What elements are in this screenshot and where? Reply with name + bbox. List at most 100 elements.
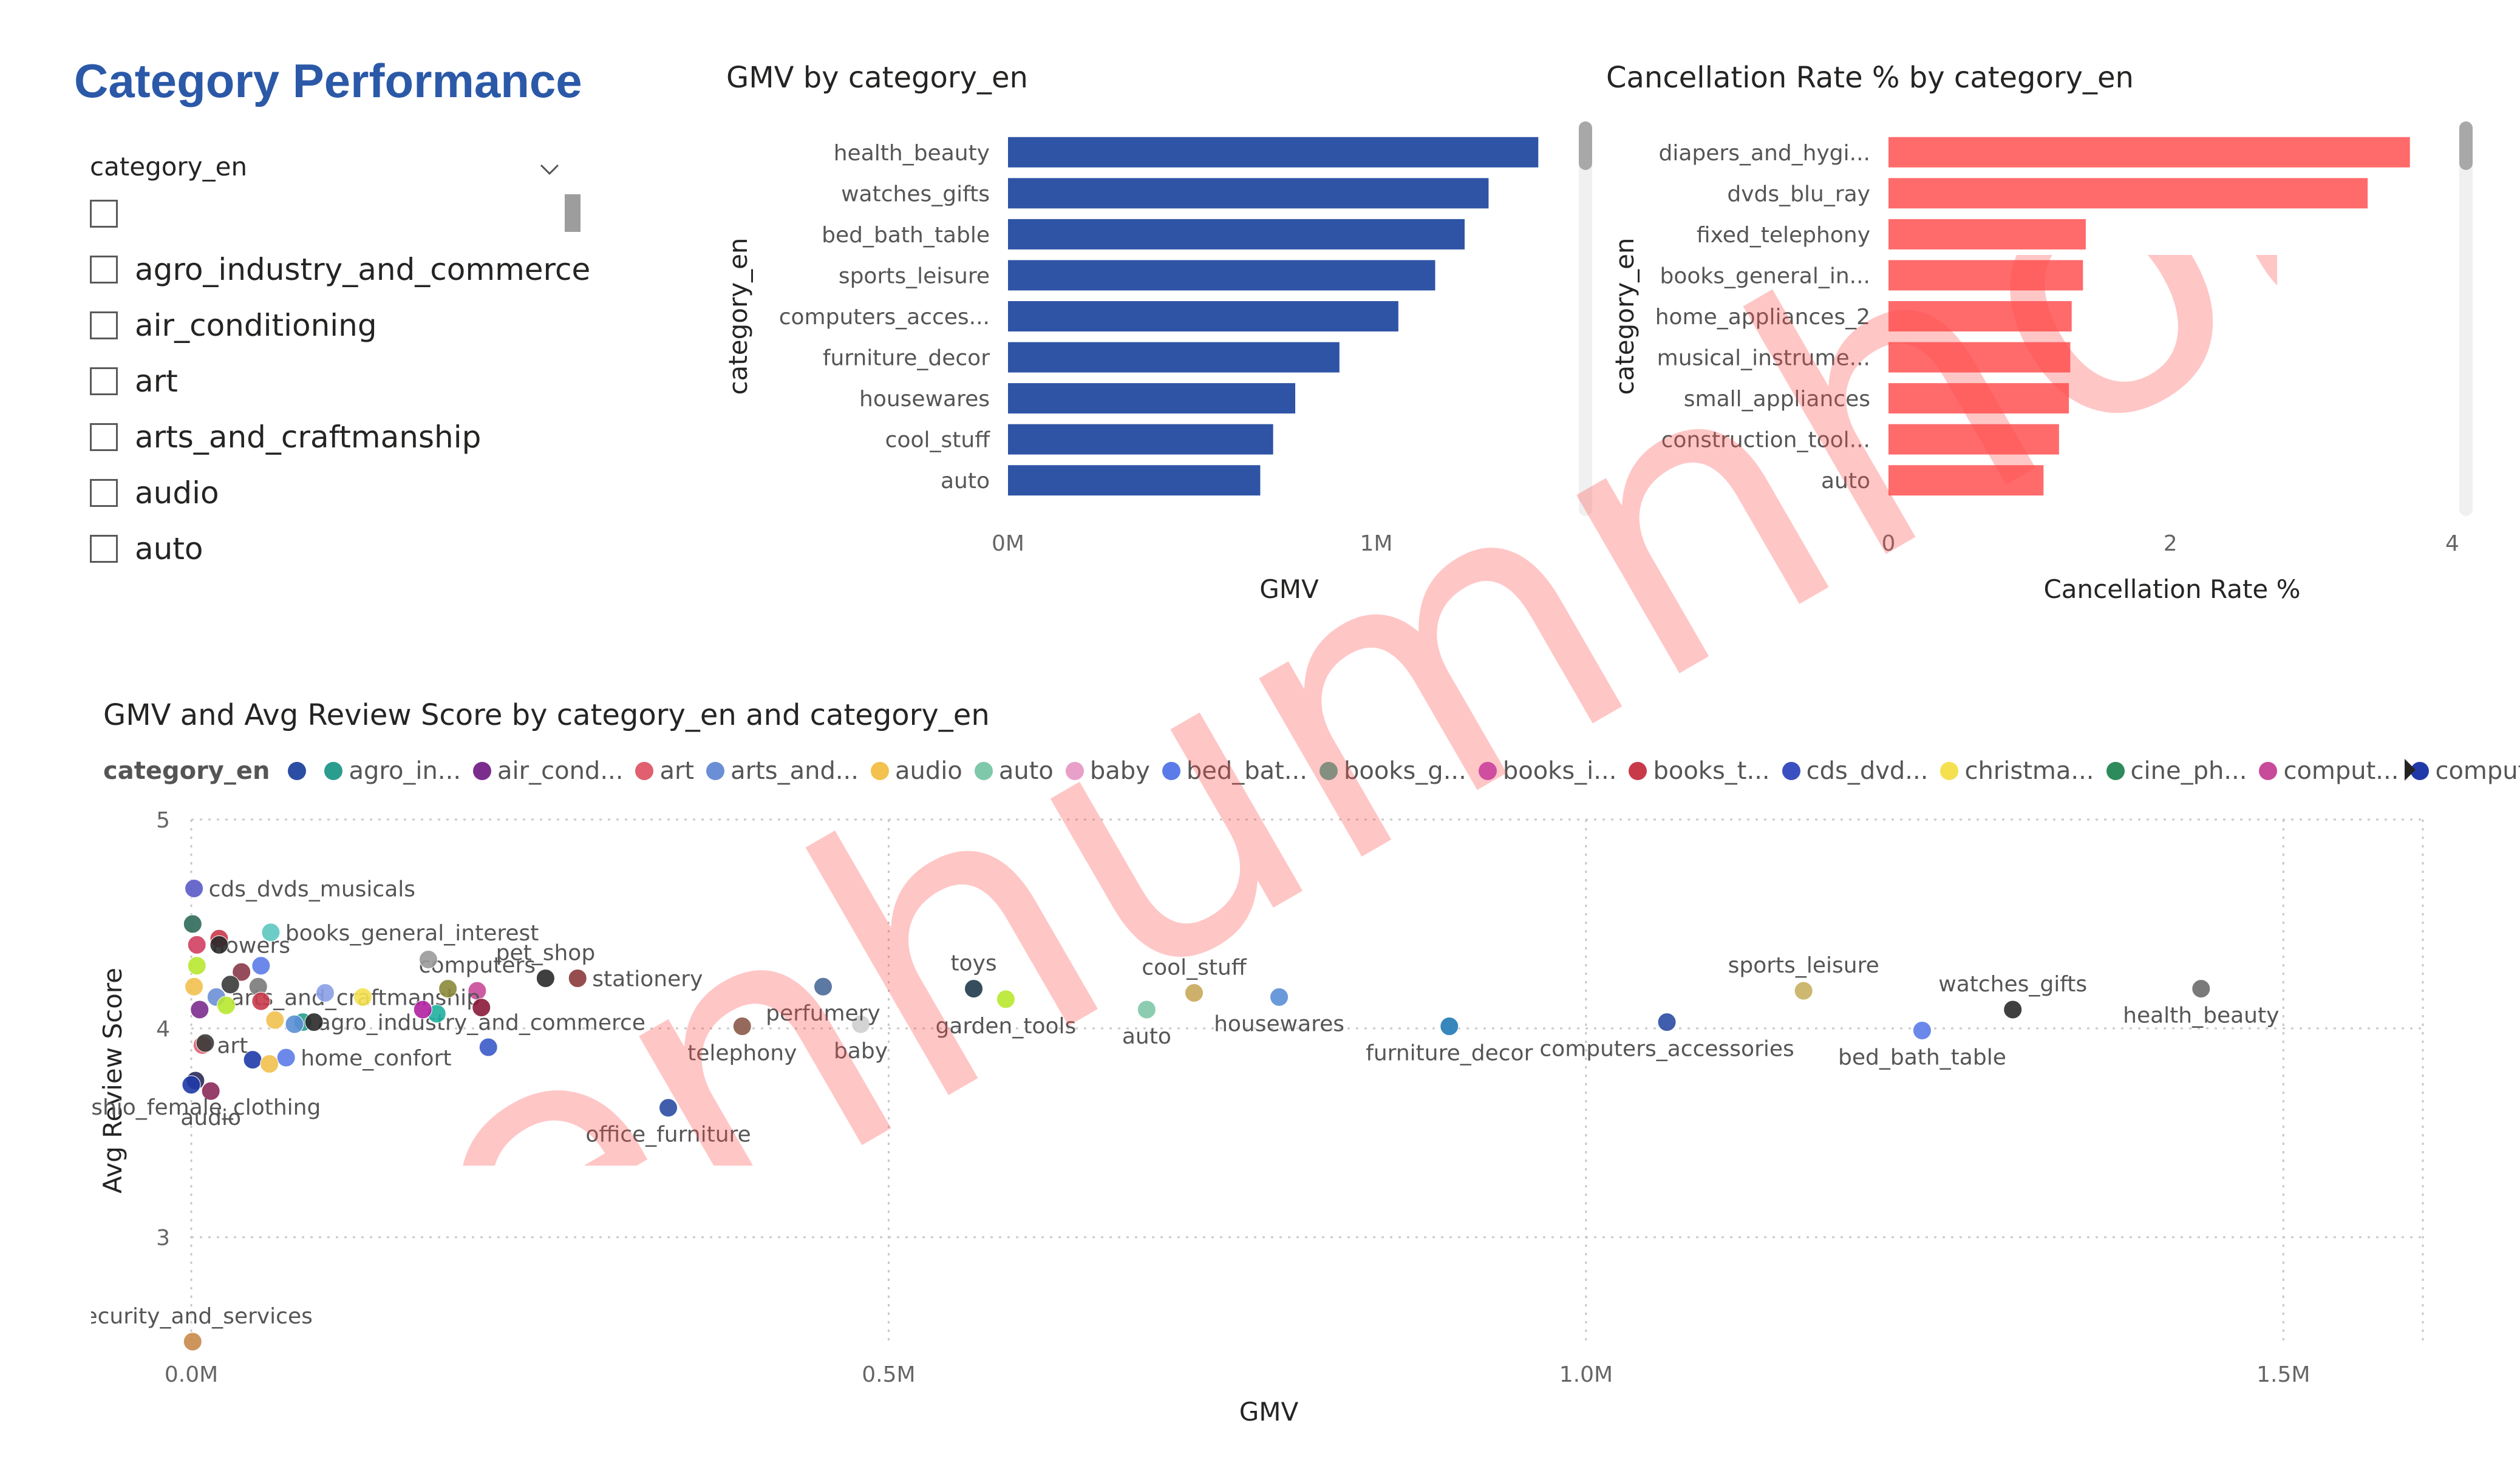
scatter-point[interactable] <box>185 977 204 996</box>
scatter-point[interactable] <box>1137 1000 1156 1019</box>
legend-item[interactable]: books_t... <box>1629 757 1770 785</box>
scatter-point[interactable] <box>413 1000 432 1019</box>
scatter-point[interactable] <box>1270 987 1289 1007</box>
checkbox[interactable] <box>90 200 118 228</box>
bar[interactable] <box>1888 301 2072 331</box>
bar[interactable] <box>1888 342 2071 373</box>
chevron-down-icon[interactable] <box>537 158 562 182</box>
scrollbar-track[interactable] <box>1579 121 1592 516</box>
scatter-point[interactable] <box>190 1000 209 1019</box>
checkbox[interactable] <box>90 367 118 395</box>
slicer-item[interactable]: audio <box>90 475 219 511</box>
scatter-point[interactable] <box>353 987 373 1007</box>
scatter-point[interactable] <box>304 1013 324 1032</box>
scatter-point[interactable] <box>260 1054 279 1073</box>
scatter-point[interactable] <box>187 956 206 976</box>
scatter-point[interactable] <box>1794 981 1813 1000</box>
slicer-item[interactable]: air_conditioning <box>90 307 377 344</box>
bar[interactable] <box>1888 137 2410 168</box>
bar[interactable] <box>1008 219 1465 250</box>
scatter-point[interactable] <box>276 1048 296 1067</box>
bar[interactable] <box>1008 342 1340 373</box>
slicer-item[interactable]: agro_industry_and_commerce <box>90 251 590 288</box>
scatter-point[interactable] <box>251 991 271 1011</box>
bar[interactable] <box>1008 137 1539 168</box>
bar[interactable] <box>1008 301 1398 331</box>
scrollbar-thumb[interactable] <box>1579 121 1592 170</box>
scatter-point[interactable] <box>187 935 206 954</box>
checkbox[interactable] <box>90 535 118 563</box>
scrollbar-track[interactable] <box>2459 121 2473 516</box>
scatter-point[interactable] <box>418 949 438 969</box>
scatter-point[interactable] <box>1440 1017 1459 1036</box>
scatter-point[interactable] <box>196 1033 215 1053</box>
checkbox[interactable] <box>90 423 118 451</box>
slicer-item[interactable]: art <box>90 363 178 399</box>
bar[interactable] <box>1888 178 2368 209</box>
legend-item[interactable]: baby <box>1065 757 1150 785</box>
scatter-point[interactable] <box>285 1014 304 1034</box>
scatter-point[interactable] <box>183 1332 202 1351</box>
bar[interactable] <box>1008 424 1273 455</box>
legend-item[interactable]: comput... <box>2259 757 2399 785</box>
scatter-point[interactable] <box>183 914 202 934</box>
scatter-point[interactable] <box>2191 979 2211 999</box>
scatter-point[interactable] <box>851 1014 870 1034</box>
bar[interactable] <box>1008 178 1489 209</box>
legend-item[interactable]: bed_bat... <box>1162 757 1307 785</box>
bar[interactable] <box>1888 219 2086 250</box>
scatter-point[interactable] <box>478 1038 498 1057</box>
scatter-point[interactable] <box>732 1017 752 1036</box>
legend-item[interactable] <box>288 762 312 780</box>
legend-item[interactable]: auto <box>974 757 1054 785</box>
legend-item[interactable]: books_i... <box>1478 757 1616 785</box>
bar[interactable] <box>1888 465 2044 496</box>
bar[interactable] <box>1008 383 1296 414</box>
scatter-point[interactable] <box>438 979 458 999</box>
legend-next-arrow-icon[interactable] <box>2405 759 2416 781</box>
slicer-scrollbar[interactable] <box>565 194 581 232</box>
legend-item[interactable]: arts_and... <box>706 757 859 785</box>
checkbox[interactable] <box>90 479 118 507</box>
bar[interactable] <box>1888 383 2069 414</box>
scatter-point[interactable] <box>472 998 491 1017</box>
legend-item[interactable]: art <box>635 757 694 785</box>
scatter-point[interactable] <box>1912 1021 1932 1040</box>
bar[interactable] <box>1008 465 1261 496</box>
scatter-point[interactable] <box>568 968 587 988</box>
legend-item[interactable]: air_cond... <box>473 757 623 785</box>
checkbox[interactable] <box>90 256 118 284</box>
scrollbar-thumb[interactable] <box>2459 121 2473 170</box>
legend-item[interactable]: audio <box>871 757 962 785</box>
scatter-point[interactable] <box>2003 1000 2023 1019</box>
legend-item[interactable]: comput... <box>2411 757 2520 785</box>
slicer-item[interactable]: arts_and_craftmanship <box>90 419 481 455</box>
scatter-point[interactable] <box>216 996 236 1015</box>
scatter-point[interactable] <box>209 935 229 954</box>
bar[interactable] <box>1888 260 2083 291</box>
legend-item[interactable]: christma... <box>1940 757 2094 785</box>
slicer-item[interactable]: auto <box>90 531 203 567</box>
scatter-point[interactable] <box>232 962 251 982</box>
slicer-item[interactable] <box>90 195 135 232</box>
legend-item[interactable]: agro_in... <box>324 757 461 785</box>
scatter-point[interactable] <box>182 1075 201 1095</box>
checkbox[interactable] <box>90 311 118 339</box>
scatter-point[interactable] <box>251 956 271 976</box>
scatter-point[interactable] <box>1184 983 1204 1003</box>
scatter-point[interactable] <box>201 1081 220 1101</box>
scatter-point[interactable] <box>220 975 240 994</box>
scatter-point[interactable] <box>316 983 335 1003</box>
bar[interactable] <box>1888 424 2059 455</box>
legend-item[interactable]: cine_ph... <box>2106 757 2247 785</box>
scatter-point[interactable] <box>1657 1013 1677 1032</box>
scatter-point[interactable] <box>964 979 984 999</box>
legend-item[interactable]: cds_dvd... <box>1782 757 1928 785</box>
scatter-point[interactable] <box>265 1010 285 1030</box>
scatter-point[interactable] <box>243 1050 262 1070</box>
scatter-point[interactable] <box>813 977 833 996</box>
legend-item[interactable]: books_g... <box>1319 757 1466 785</box>
scatter-point[interactable] <box>996 990 1015 1009</box>
scatter-point[interactable] <box>185 879 204 898</box>
bar[interactable] <box>1008 260 1435 291</box>
